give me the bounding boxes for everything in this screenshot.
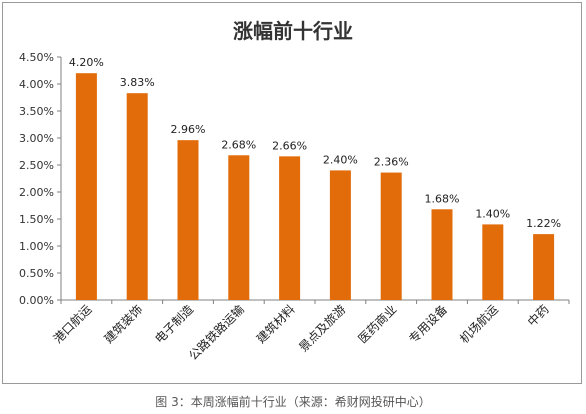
figure-caption: 图 3：本周涨幅前十行业（来源：希财网投研中心） (155, 395, 431, 409)
category-label: 建筑装饰 (101, 302, 146, 347)
bar (75, 73, 97, 300)
y-tick-label: 4.00% (19, 78, 54, 91)
y-tick-label: 2.50% (19, 159, 54, 172)
category-label: 医药商业 (355, 302, 400, 347)
bar (228, 155, 250, 300)
data-label: 2.40% (323, 153, 358, 166)
data-label: 4.20% (69, 56, 104, 69)
bar-chart: 0.00% 0.50% 1.00% 1.50% 2.00% 2.50% 3.00% 3.50%… (19, 51, 570, 363)
y-tick-label: 3.00% (19, 132, 54, 145)
chart-frame: 涨幅前十行业 0.00% 0.50% 1.00% 1.50% 2.00% 2.50% 3.0… (2, 2, 582, 384)
category-label: 港口航运 (50, 302, 95, 347)
y-tick-label: 4.50% (19, 51, 54, 64)
category-label: 中药 (524, 302, 552, 330)
y-tick-label: 0.50% (19, 267, 54, 280)
bar (482, 224, 504, 300)
category-label: 专用设备 (406, 302, 451, 347)
category-label: 机场航运 (456, 302, 501, 347)
data-label: 2.96% (171, 123, 206, 136)
data-label: 2.68% (221, 138, 256, 151)
bar (431, 209, 453, 300)
y-tick-label: 0.00% (19, 294, 54, 307)
bar (279, 156, 301, 300)
bar (177, 140, 199, 300)
data-label: 1.68% (425, 192, 460, 205)
data-label: 2.36% (374, 156, 409, 169)
bar (126, 93, 148, 301)
bar (329, 170, 351, 300)
y-tick-label: 1.50% (19, 213, 54, 226)
category-label: 建筑材料 (253, 302, 298, 347)
data-label: 1.22% (526, 217, 561, 230)
bar (380, 172, 402, 300)
data-label: 3.83% (120, 76, 155, 89)
bar (533, 234, 555, 300)
category-label: 景点及旅游 (296, 302, 348, 354)
category-label: 电子制造 (152, 302, 196, 346)
y-tick-label: 3.50% (19, 105, 54, 118)
chart-title: 涨幅前十行业 (233, 19, 353, 43)
data-label: 2.66% (272, 139, 307, 152)
data-label: 1.40% (475, 207, 510, 220)
y-tick-label: 1.00% (19, 240, 54, 253)
y-tick-label: 2.00% (19, 186, 54, 199)
